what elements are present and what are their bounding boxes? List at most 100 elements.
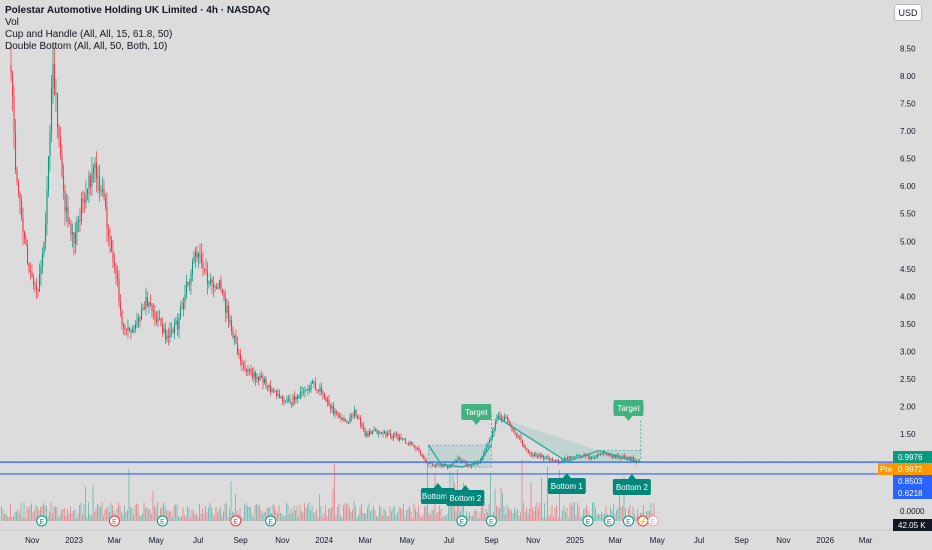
volume-bar <box>419 514 421 521</box>
candle-body <box>121 310 123 324</box>
earnings-marker[interactable]: E <box>156 515 168 527</box>
volume-bar <box>362 513 364 521</box>
earnings-marker[interactable]: E <box>265 515 277 527</box>
volume-bar <box>139 515 140 521</box>
cup-bottom2-label[interactable]: Bottom 2 <box>446 485 485 506</box>
earnings-marker[interactable]: E <box>108 515 120 527</box>
volume-bar <box>569 503 571 521</box>
double-bottom-indicator-label[interactable]: Double Bottom (All, All, 50, Both, 10) <box>5 41 168 52</box>
volume-bar <box>283 516 284 521</box>
earnings-marker[interactable]: E <box>36 515 48 527</box>
candle-body <box>472 465 474 467</box>
volume-bar <box>274 505 275 521</box>
double-bottom-target-label[interactable]: Target <box>613 400 644 421</box>
candle-body <box>271 389 273 393</box>
earnings-marker[interactable]: E <box>485 515 497 527</box>
volume-bar <box>653 503 655 521</box>
volume-bar <box>389 506 391 521</box>
candle-body <box>409 441 411 444</box>
candle-body <box>181 308 183 310</box>
volume-bar <box>598 513 599 521</box>
candle-body <box>89 175 92 187</box>
symbol-title[interactable]: Polestar Automotive Holding UK Limited ·… <box>5 5 271 16</box>
candle-body <box>548 458 551 460</box>
volume-bar <box>88 502 89 521</box>
volume-bar <box>413 503 415 521</box>
candle-body <box>203 268 206 270</box>
currency-button[interactable]: USD <box>894 4 922 21</box>
volume-bar <box>487 511 488 521</box>
candle-body <box>277 394 279 396</box>
double-bottom-bottom1-label-text: Bottom 1 <box>551 482 584 491</box>
earnings-marker[interactable]: E <box>603 515 615 527</box>
volume-bar <box>142 513 143 521</box>
volume-bar <box>377 516 379 521</box>
cup-and-handle-indicator-label[interactable]: Cup and Handle (All, All, 15, 61.8, 50) <box>5 29 173 40</box>
candle-body <box>58 127 60 137</box>
x-tick-label: Nov <box>25 536 39 545</box>
candle-body <box>398 437 401 440</box>
volume-bar <box>380 507 382 521</box>
volume-bar <box>176 504 178 521</box>
volume-bar <box>455 511 457 521</box>
volume-bar <box>83 504 85 521</box>
double-bottom-bottom1-label[interactable]: Bottom 1 <box>547 473 586 494</box>
candle-body <box>223 292 225 299</box>
earnings-marker[interactable]: E <box>622 515 634 527</box>
candle-body <box>572 456 575 458</box>
volume-bar <box>541 477 542 521</box>
candle-body <box>80 198 83 222</box>
volume-bar <box>332 489 334 521</box>
volume-bar <box>62 509 64 521</box>
volume-bar <box>376 516 377 521</box>
earnings-marker[interactable]: E <box>582 515 594 527</box>
volume-bar <box>59 515 61 521</box>
volume-bar <box>509 508 511 521</box>
x-tick-label: Jul <box>193 536 203 545</box>
volume-bar <box>175 504 176 521</box>
earnings-icon <box>230 515 242 527</box>
earnings-icon <box>108 515 120 527</box>
earnings-marker[interactable]: ⚡ <box>637 515 649 527</box>
double-bottom-bottom2-label-text: Bottom 2 <box>616 483 649 492</box>
earnings-marker[interactable]: E <box>230 515 242 527</box>
candle-body <box>130 330 132 333</box>
volume-bar <box>350 512 352 521</box>
earnings-marker[interactable]: E <box>647 515 659 527</box>
y-tick-label: 8.00 <box>900 72 916 81</box>
volume-bar <box>367 507 368 521</box>
candle-body <box>122 323 125 327</box>
volume-bar <box>632 506 634 521</box>
volume-bar <box>533 510 535 521</box>
volume-bar <box>98 505 100 521</box>
candle-body <box>227 305 230 322</box>
candle-body <box>404 439 407 444</box>
candle-body <box>373 430 375 431</box>
double-bottom-target-label-text: Target <box>617 404 640 413</box>
volume-bar <box>379 505 380 521</box>
candle-body <box>20 201 23 218</box>
volume-bar <box>277 512 278 521</box>
earnings-marker[interactable]: E <box>456 515 468 527</box>
candle-body <box>539 454 542 457</box>
y-tick-label: 4.50 <box>900 265 916 274</box>
candle-body <box>535 453 537 457</box>
volume-indicator-label[interactable]: Vol <box>5 17 19 28</box>
candle-body <box>289 398 291 404</box>
candle-body <box>427 463 429 464</box>
volume-bar <box>17 508 19 521</box>
candle-body <box>568 456 570 459</box>
volume-bar <box>295 510 296 521</box>
volume-bar <box>431 509 433 521</box>
earnings-icon <box>156 515 168 527</box>
volume-bar <box>346 504 347 521</box>
x-tick-label: Sep <box>734 536 749 545</box>
candle-body <box>407 443 410 445</box>
double-bottom-bottom2-label[interactable]: Bottom 2 <box>612 474 651 495</box>
candle-body <box>214 286 216 288</box>
cup-target-label[interactable]: Target <box>461 404 492 425</box>
volume-bar <box>635 517 637 521</box>
candle-body <box>347 422 350 424</box>
volume-bar <box>164 505 166 521</box>
